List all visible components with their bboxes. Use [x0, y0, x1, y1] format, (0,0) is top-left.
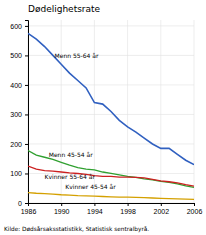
annotation: Menn 45-54 år [49, 151, 93, 158]
series-line [28, 193, 194, 200]
tick: 1998 [120, 203, 136, 215]
series-line [28, 150, 194, 187]
chart: 1986 1990 1994 1998 2002 2006 0 100 200 300 400 500… [0, 0, 206, 235]
tick: 1990 [54, 203, 70, 215]
tick-mark [25, 114, 28, 115]
tick-mark [25, 55, 28, 56]
tick-label: 2002 [154, 208, 170, 215]
axis-line [25, 21, 29, 204]
axis-line [29, 204, 195, 207]
annotation: Menn 55-64 år [55, 52, 99, 59]
tick-label: 0 [18, 200, 22, 207]
tick-label: 200 [10, 141, 22, 148]
tick-label: 1994 [87, 208, 103, 215]
grid [28, 20, 194, 203]
tick-mark [161, 203, 162, 206]
tick-label: 300 [10, 111, 22, 118]
tick-mark [94, 203, 95, 206]
grid-line [160, 20, 161, 203]
annotation: Kvinner 45-54 år [65, 183, 116, 190]
tick-label: 1998 [120, 208, 136, 215]
tick: 600 [10, 23, 28, 30]
tick-mark [128, 203, 129, 206]
tick-mark [25, 85, 28, 86]
tick-label: 400 [10, 82, 22, 89]
tick: 200 [10, 141, 28, 148]
tick: 1986 [21, 203, 37, 215]
grid-line [28, 143, 194, 144]
tick-mark [25, 26, 28, 27]
tick: 1994 [87, 203, 103, 215]
annotation: Kvinner 55-64 år [45, 173, 96, 180]
tick-mark [194, 203, 195, 206]
tick: 400 [10, 82, 28, 89]
tick-mark [25, 203, 28, 204]
annotations: Menn 55-64 år Menn 45-54 år Kvinner 55-64 … [45, 52, 117, 189]
x-axis: 1986 1990 1994 1998 2002 2006 [21, 203, 203, 215]
grid-line [127, 20, 128, 203]
tick-label: 2006 [187, 208, 203, 215]
tick-mark [25, 144, 28, 145]
tick: 300 [10, 111, 28, 118]
tick-mark [61, 203, 62, 206]
grid-line [28, 114, 194, 115]
tick-mark [25, 173, 28, 174]
tick-label: 500 [10, 52, 22, 59]
tick-label: 1986 [21, 208, 37, 215]
grid-line [28, 25, 194, 26]
tick-label: 1990 [54, 208, 70, 215]
title: Dødelighetsrate [28, 4, 101, 14]
grid-line [28, 84, 194, 85]
grid-line [194, 20, 195, 203]
tick-label: 600 [10, 23, 22, 30]
tick: 2006 [187, 203, 203, 215]
tick: 500 [10, 52, 28, 59]
y-axis: 0 100 200 300 400 500 600 [10, 21, 28, 207]
tick-label: 100 [10, 170, 22, 177]
source: Kilde: Dødsårsaksstatistikk, Statistisk … [4, 225, 149, 233]
tick: 0 [18, 200, 28, 207]
series-line [28, 33, 194, 164]
plot-area [28, 33, 194, 199]
tick: 2002 [154, 203, 170, 215]
tick: 100 [10, 170, 28, 177]
